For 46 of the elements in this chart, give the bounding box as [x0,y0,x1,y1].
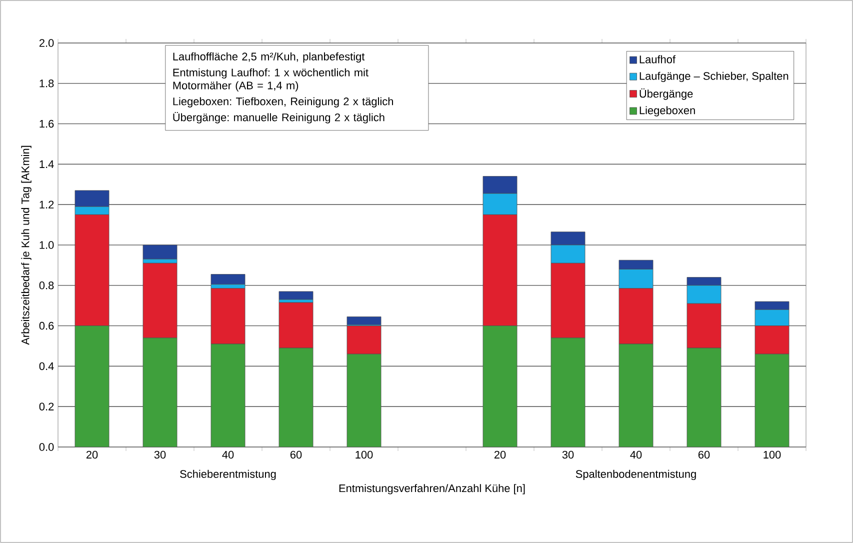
legend-label: Laufgänge – Schieber, Spalten [640,72,788,82]
y-tick-label: 0.8 [39,282,54,290]
y-tick-label: 0.6 [39,322,54,330]
y-tick-label: 1.2 [40,200,54,208]
legend-label: Übergänge [640,88,693,100]
x-tick-label: 60 [698,450,710,459]
x-tick-label: 100 [356,450,373,459]
legend-label: Liegeboxen [640,106,695,116]
bar [550,338,586,447]
y-tick-label: 1.8 [40,80,54,88]
annotation: Entmistung Laufhof: 1 x wöchentlich mit Motormäher (AB = 1,4 m) [173,68,368,92]
bar [210,274,246,285]
y-tick-label: 0.2 [39,402,54,410]
bar [74,326,110,447]
bar [346,354,382,447]
x-tick-label: 20 [494,450,506,459]
bar [278,291,314,300]
bar [142,338,178,447]
bar [618,344,654,447]
text: Schieberentmistung [180,470,276,480]
annotation: Laufhoffläche 2,5 m²/Kuh, planbefestigt [173,52,365,63]
y-axis-title: Arbeitszeitbedarf je Kuh und Tag [AKmin] [21,146,32,345]
annotation: Liegeboxen: Tiefboxen, Reinigung 2 x täglich [173,97,393,108]
text: Spaltenbodenentmistung [576,470,696,480]
y-tick-label: 2.0 [39,39,54,47]
x-tick-label: 60 [290,450,302,459]
bar [686,348,722,447]
x-tick-label: 40 [222,450,234,459]
x-tick-label: 30 [562,450,574,459]
x-tick-label: 30 [154,450,166,459]
bar [754,354,790,447]
y-tick-label: 1.0 [40,241,54,249]
x-tick-label: 20 [86,450,98,459]
y-tick-label: 0.0 [39,443,54,451]
bar [142,244,178,260]
y-tick-label: 1.6 [40,120,54,128]
y-tick-label: 1.4 [40,160,54,168]
annotation: Übergänge: manuelle Reinigung 2 x täglich [173,112,384,124]
bar [482,326,518,447]
x-tick-label: 100 [764,450,781,459]
x-axis-title: Entmistungsverfahren/Anzahl Kühe [n] [339,484,525,494]
x-tick-label: 40 [630,450,642,459]
y-tick-label: 0.4 [39,362,54,370]
legend-label: Laufhof [640,55,676,64]
bar [210,344,246,447]
bar [278,348,314,447]
